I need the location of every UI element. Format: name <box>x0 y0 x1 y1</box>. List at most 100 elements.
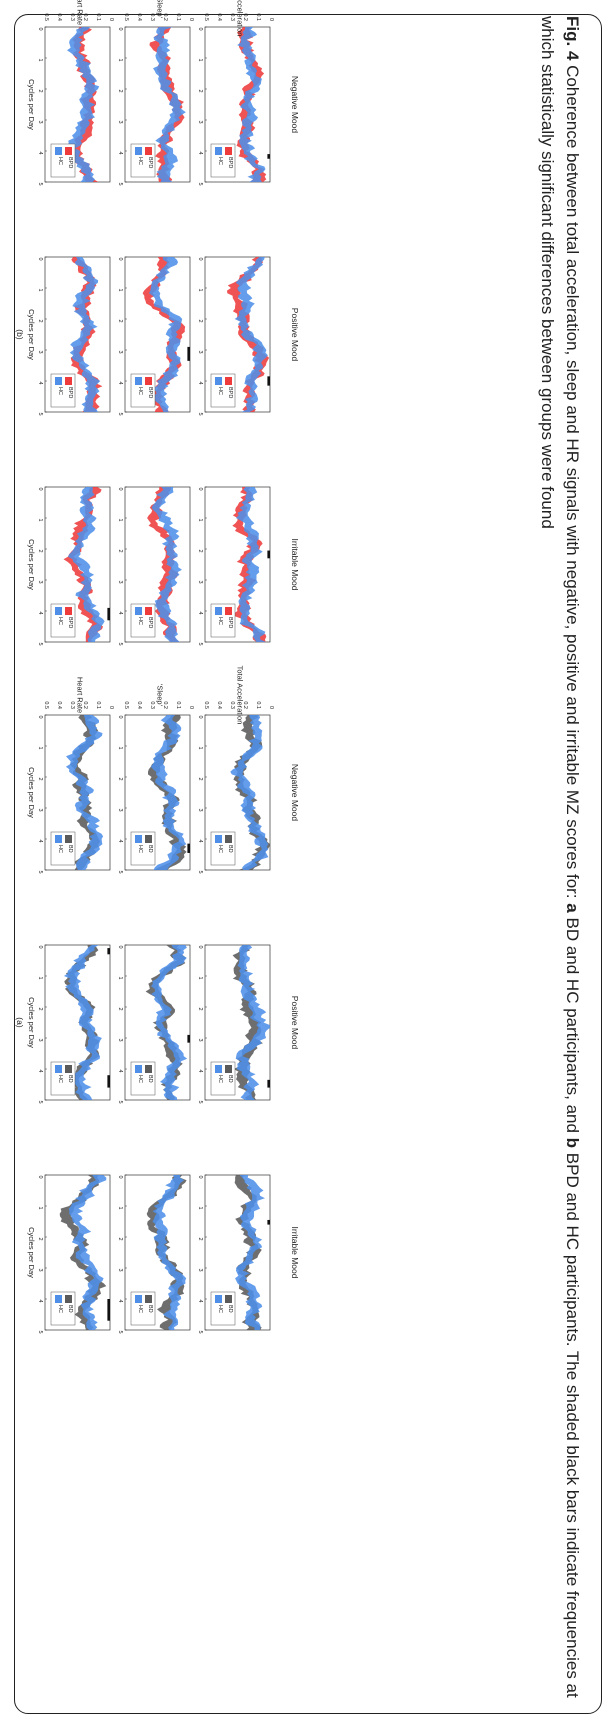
y-tick-label: 0.4 <box>136 701 142 709</box>
x-tick-label: 0 <box>117 257 123 260</box>
x-tick-label: 5 <box>197 1330 203 1333</box>
legend-swatch-hc <box>135 147 142 155</box>
x-tick-label: 1 <box>37 746 43 749</box>
legend-label: BD <box>227 1075 233 1083</box>
legend-label: BPD <box>147 617 153 628</box>
legend-label: HC <box>57 845 63 853</box>
x-tick-label: 5 <box>197 412 203 415</box>
y-tick-label: 0 <box>188 706 194 709</box>
x-tick-label: 2 <box>197 319 203 322</box>
legend-swatch-group <box>145 147 152 155</box>
x-tick-label: 3 <box>197 1268 203 1271</box>
hc-area <box>230 715 269 870</box>
legend-label: HC <box>137 617 143 625</box>
legend-label: HC <box>217 387 223 395</box>
x-tick-label: 2 <box>197 777 203 780</box>
x-tick-label: 2 <box>117 549 123 552</box>
column-title: Positive Mood <box>290 996 300 1050</box>
x-tick-label: 4 <box>37 151 43 154</box>
y-tick-label: 0.4 <box>216 701 222 709</box>
x-tick-label: 3 <box>117 580 123 583</box>
y-tick-label: 0.4 <box>216 13 222 21</box>
legend-label: BPD <box>67 157 73 168</box>
x-tick-label: 0 <box>37 945 43 948</box>
group-area <box>147 487 180 642</box>
legend-swatch-group <box>225 835 232 843</box>
x-tick-label: 5 <box>197 642 203 645</box>
x-tick-label: 1 <box>197 518 203 521</box>
legend-label: BPD <box>67 387 73 398</box>
x-tick-label: 2 <box>197 1237 203 1240</box>
legend-label: BD <box>67 1305 73 1313</box>
x-tick-label: 2 <box>37 1007 43 1010</box>
y-tick-label: 0 <box>188 18 194 21</box>
hc-area <box>151 487 182 642</box>
legend-swatch-hc <box>135 1295 142 1303</box>
legend-swatch-group <box>145 1295 152 1303</box>
legend-swatch-group <box>145 835 152 843</box>
legend-label: HC <box>137 1305 143 1313</box>
x-tick-label: 3 <box>37 1268 43 1271</box>
legend-swatch-hc <box>215 607 222 615</box>
legend-label: HC <box>217 157 223 165</box>
x-tick-label: 5 <box>37 412 43 415</box>
legend-label: BD <box>147 1075 153 1083</box>
significance-band <box>187 843 190 853</box>
legend-label: HC <box>217 1305 223 1313</box>
significance-band <box>107 607 110 621</box>
hc-area <box>150 715 187 870</box>
figure-caption: Fig. 4 Coherence between total accelerat… <box>505 16 585 1711</box>
x-tick-label: 2 <box>37 1237 43 1240</box>
y-tick-label: 0.1 <box>255 701 261 709</box>
x-tick-label: 3 <box>117 120 123 123</box>
hc-area <box>153 27 186 182</box>
x-tick-label: 2 <box>197 1007 203 1010</box>
x-tick-label: 0 <box>37 487 43 490</box>
group-area <box>149 27 185 182</box>
y-tick-label: 0.2 <box>242 701 248 709</box>
legend-label: BD <box>67 1075 73 1083</box>
x-tick-label: 0 <box>117 1175 123 1178</box>
legend-label: HC <box>57 1305 63 1313</box>
x-tick-label: 4 <box>37 839 43 842</box>
y-tick-label: 0.5 <box>43 13 49 21</box>
x-tick-label: 5 <box>197 870 203 873</box>
x-tick-label: 1 <box>37 58 43 61</box>
significance-band <box>267 550 270 559</box>
legend-swatch-group <box>225 607 232 615</box>
caption-text-1: Coherence between total acceleration, sl… <box>563 60 582 904</box>
x-tick-label: 3 <box>37 808 43 811</box>
x-tick-label: 1 <box>197 288 203 291</box>
legend-swatch-hc <box>135 377 142 385</box>
x-tick-label: 5 <box>117 642 123 645</box>
legend-label: HC <box>57 617 63 625</box>
legend-swatch-group <box>225 1295 232 1303</box>
hc-area <box>235 945 270 1100</box>
x-tick-label: 0 <box>117 27 123 30</box>
column-title: Negative Mood <box>290 76 300 133</box>
hc-area <box>68 1175 107 1330</box>
legend-swatch-group <box>225 377 232 385</box>
x-tick-label: 0 <box>117 945 123 948</box>
x-tick-label: 3 <box>37 580 43 583</box>
hc-area <box>67 487 105 642</box>
x-tick-label: 3 <box>197 580 203 583</box>
caption-bold-a: a <box>563 903 582 913</box>
x-axis-label: Cycles per Day <box>27 1227 36 1278</box>
legend-swatch-hc <box>55 1065 62 1073</box>
legend-swatch-hc <box>215 377 222 385</box>
y-tick-label: 0.4 <box>136 13 142 21</box>
hc-area <box>235 487 266 642</box>
hc-area <box>151 945 188 1100</box>
column-title: Irritable Mood <box>290 539 300 591</box>
x-tick-label: 4 <box>117 1299 123 1302</box>
x-tick-label: 2 <box>37 89 43 92</box>
legend-label: BPD <box>227 387 233 398</box>
column-title: Positive Mood <box>290 308 300 362</box>
y-axis-label: Total Acceleration <box>236 666 245 725</box>
legend-swatch-group <box>65 835 72 843</box>
significance-band <box>267 1079 270 1088</box>
x-tick-label: 5 <box>117 1330 123 1333</box>
y-tick-label: 0.1 <box>255 13 261 21</box>
